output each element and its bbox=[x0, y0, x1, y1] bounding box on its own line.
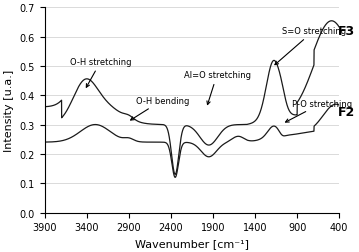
Text: F3: F3 bbox=[337, 25, 355, 38]
X-axis label: Wavenumber [cm⁻¹]: Wavenumber [cm⁻¹] bbox=[135, 238, 249, 248]
Text: O-H stretching: O-H stretching bbox=[70, 58, 131, 88]
Text: S=O stretching: S=O stretching bbox=[275, 27, 346, 66]
Text: Al=O stretching: Al=O stretching bbox=[183, 71, 251, 105]
Text: O-H bending: O-H bending bbox=[131, 96, 189, 120]
Text: P-O stretching: P-O stretching bbox=[285, 99, 352, 123]
Text: F2: F2 bbox=[337, 105, 355, 118]
Y-axis label: Intensity [u.a.]: Intensity [u.a.] bbox=[4, 70, 14, 151]
